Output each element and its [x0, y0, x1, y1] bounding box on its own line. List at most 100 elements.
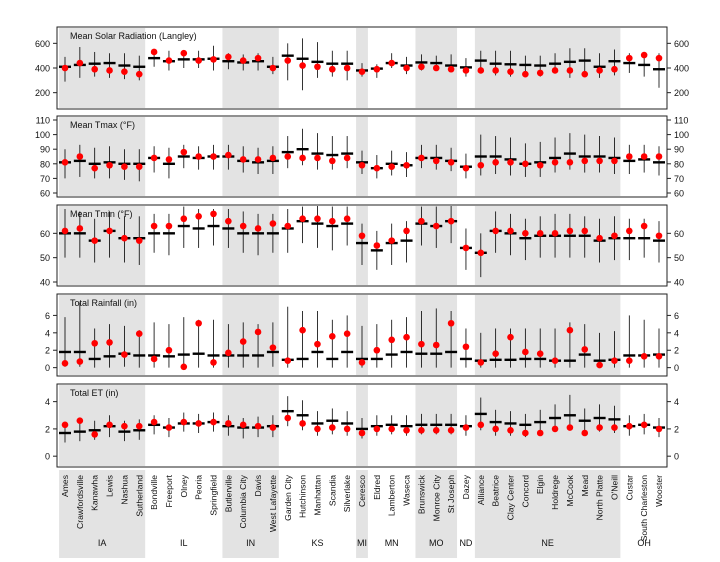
y-tick-label-right: 0 — [674, 363, 679, 373]
state-label-OH: OH — [637, 538, 651, 548]
site-label: West Lafayette — [268, 475, 278, 532]
observed-point — [358, 429, 366, 437]
observed-point — [254, 156, 262, 163]
site-label: Lamberton — [387, 475, 397, 516]
panel-frame — [56, 293, 668, 377]
observed-point — [225, 349, 232, 357]
observed-point — [432, 157, 440, 165]
observed-point — [418, 217, 425, 225]
observed-point — [596, 157, 603, 165]
site-label: Lewis — [105, 475, 115, 497]
observed-point — [373, 65, 381, 73]
observed-point — [121, 68, 128, 75]
observed-point — [121, 163, 128, 171]
observed-point — [150, 154, 158, 162]
state-band-IN — [222, 206, 279, 285]
observed-point — [343, 154, 351, 162]
state-label-MI: MI — [357, 538, 367, 548]
state-band-NE — [474, 385, 621, 466]
observed-point — [596, 424, 603, 431]
observed-point — [611, 424, 618, 431]
observed-point — [165, 424, 173, 431]
state-band-IA — [59, 28, 146, 108]
observed-point — [566, 424, 574, 431]
observed-point — [626, 227, 633, 235]
observed-point — [373, 425, 381, 433]
observed-point — [462, 343, 470, 351]
site-label: O'Neill — [609, 475, 619, 500]
observed-point — [225, 151, 232, 159]
site-label: Davis — [253, 475, 263, 497]
site-label: Elgin — [535, 475, 545, 494]
state-band-IA — [59, 206, 146, 285]
site-label: St Joseph — [446, 475, 456, 513]
y-tick-label-left: 60 — [40, 189, 50, 199]
observed-point — [373, 164, 381, 172]
panel-frame — [56, 115, 668, 198]
observed-point — [655, 153, 663, 160]
observed-point — [358, 232, 366, 240]
panel-title: Mean Solar Radiation (Langley) — [70, 31, 197, 41]
observed-point — [225, 53, 232, 61]
observed-point — [210, 359, 217, 366]
y-tick-label-left: 100 — [35, 130, 50, 140]
observed-point — [492, 425, 499, 433]
observed-point — [462, 424, 470, 431]
y-tick-label-right: 40 — [674, 278, 684, 288]
observed-point — [269, 220, 277, 227]
site-label: Ceresco — [357, 475, 367, 507]
observed-point — [477, 359, 485, 366]
observed-point — [507, 159, 514, 166]
observed-point — [477, 421, 485, 429]
y-tick-label-left: 0 — [45, 452, 50, 462]
y-tick-label-left: 40 — [40, 278, 50, 288]
observed-point — [611, 65, 618, 73]
y-tick-label-right: 4 — [674, 328, 679, 338]
observed-point — [418, 426, 425, 434]
observed-point — [61, 159, 69, 166]
panel-title: Mean Tmin (°F) — [70, 209, 132, 219]
observed-point — [329, 424, 336, 431]
observed-point — [566, 159, 574, 166]
observed-point — [581, 346, 589, 353]
y-tick-label-left: 200 — [35, 88, 50, 98]
observed-point — [418, 154, 425, 162]
observed-point — [121, 422, 128, 430]
observed-point — [626, 153, 633, 160]
observed-point — [254, 328, 262, 336]
y-tick-label-right: 200 — [674, 88, 689, 98]
observed-point — [522, 160, 529, 168]
y-tick-label-right: 4 — [674, 397, 679, 407]
site-label: Monroe City — [431, 474, 441, 521]
observed-point — [522, 230, 529, 237]
observed-point — [76, 358, 84, 365]
observed-point — [522, 70, 529, 78]
observed-point — [477, 161, 485, 169]
observed-point — [343, 330, 351, 337]
observed-point — [536, 161, 544, 169]
observed-point — [195, 420, 202, 427]
observed-point — [432, 64, 440, 72]
site-label: Butlerville — [223, 475, 233, 512]
site-label: Springfield — [209, 475, 219, 516]
observed-point — [150, 48, 158, 56]
observed-point — [180, 418, 188, 426]
observed-point — [432, 222, 440, 230]
observed-point — [388, 59, 396, 67]
site-label: Freeport — [164, 474, 174, 507]
state-label-band-IN — [222, 470, 279, 558]
observed-point — [432, 341, 440, 349]
state-label-band-MO — [415, 470, 458, 558]
observed-point — [106, 339, 113, 346]
state-label-ND: ND — [459, 538, 472, 548]
site-labels-layer: Ames Crawfordsville Kanawha Lewis Nashua Suth… — [59, 470, 664, 558]
observed-point — [403, 161, 410, 169]
observed-point — [299, 62, 306, 69]
observed-point — [269, 344, 277, 351]
y-tick-label-left: 0 — [45, 363, 50, 373]
observed-point — [225, 217, 232, 225]
observed-point — [640, 421, 648, 429]
observed-point — [76, 417, 84, 425]
y-tick-label-right: 400 — [674, 64, 689, 74]
